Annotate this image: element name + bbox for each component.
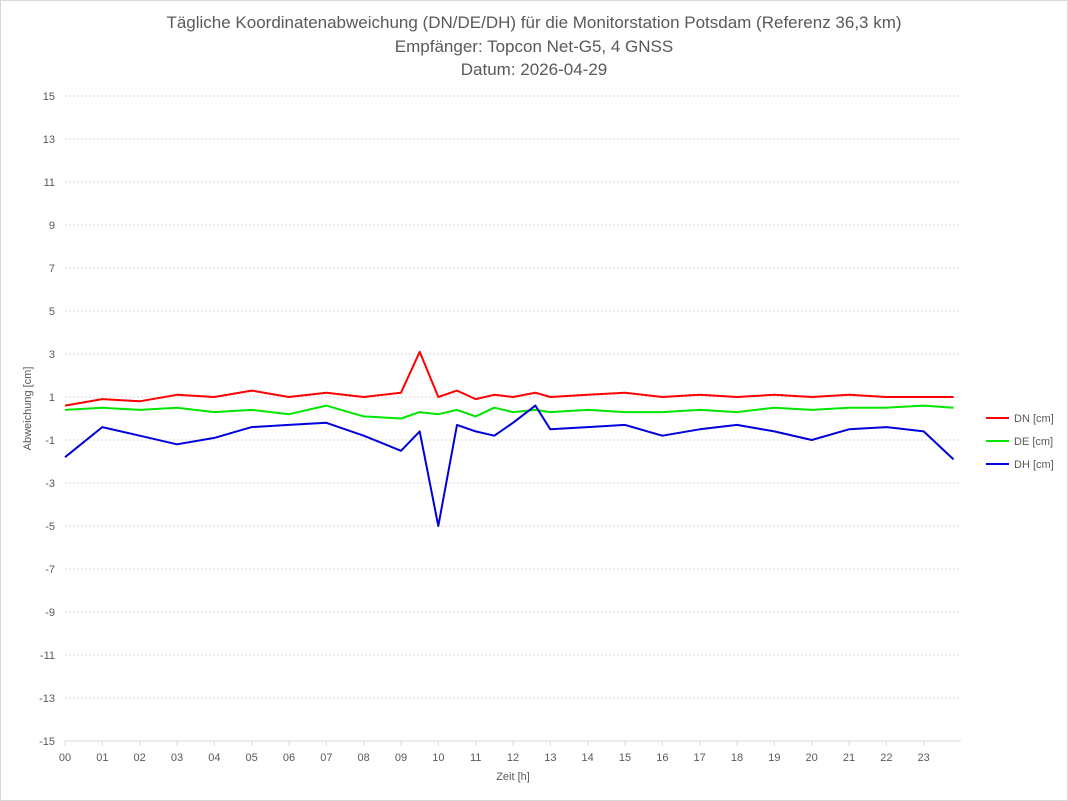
series-line-dn [64,350,954,407]
x-tick-label: 23 [918,752,930,764]
y-tick-label: 11 [44,177,55,189]
chart-subtitle: Empfänger: Topcon Net-G5, 4 GNSS [394,37,674,56]
legend-label: DE [cm] [1014,436,1053,448]
x-tick-label: 19 [768,752,780,764]
x-axis-ticks: 00 01 02 03 04 05 06 07 08 09 10 11 12 13 14 15 16 17 18 19… [59,741,930,764]
legend-label: DH [cm] [1014,459,1054,471]
series-line-dh [64,404,955,527]
y-tick-label: -9 [45,607,55,619]
y-tick-label: 3 [49,349,55,361]
x-tick-label: 21 [843,752,855,764]
x-tick-label: 12 [507,752,519,764]
y-tick-label: -3 [45,478,55,490]
x-tick-label: 06 [283,752,295,764]
x-tick-label: 11 [470,752,481,764]
x-tick-label: 08 [358,752,370,764]
y-tick-label: 5 [49,306,55,318]
x-tick-label: 14 [582,752,594,764]
x-tick-label: 18 [731,752,743,764]
gridlines [65,95,961,742]
y-tick-label: 9 [49,220,55,232]
x-tick-label: 05 [246,752,258,764]
y-axis-label: Abweichung [cm] [22,367,34,451]
x-tick-label: 13 [544,752,556,764]
legend: DN [cm] DE [cm] DH [cm] [986,413,1054,471]
x-tick-label: 20 [806,752,818,764]
y-tick-label: -5 [45,521,55,533]
y-tick-label: -7 [45,564,55,576]
y-tick-label: 1 [49,392,55,404]
x-tick-label: 07 [320,752,332,764]
y-axis-ticks: 15 13 11 9 7 5 3 1 -1 -3 -5 -7 -9 -11 -13 -15 [39,91,55,748]
chart-title: Tägliche Koordinatenabweichung (DN/DE/DH… [166,13,902,32]
series-lines [64,350,955,527]
x-tick-label: 22 [880,752,892,764]
x-tick-label: 16 [656,752,668,764]
x-tick-label: 17 [694,752,706,764]
x-tick-label: 10 [432,752,444,764]
y-tick-label: -11 [40,650,55,662]
x-axis-label: Zeit [h] [496,771,530,783]
y-tick-label: -13 [39,693,55,705]
x-tick-label: 02 [134,752,146,764]
x-tick-label: 04 [208,752,220,764]
x-tick-label: 03 [171,752,183,764]
series-line-de [64,404,954,420]
y-tick-label: -1 [45,435,55,447]
x-tick-label: 00 [59,752,71,764]
y-tick-label: 7 [49,263,55,275]
y-tick-label: 13 [43,134,55,146]
x-tick-label: 15 [619,752,631,764]
legend-label: DN [cm] [1014,413,1054,425]
y-tick-label: 15 [43,91,55,103]
x-tick-label: 01 [96,752,108,764]
x-tick-label: 09 [395,752,407,764]
chart-date: Datum: 2026-04-29 [460,60,608,79]
y-tick-label: -15 [39,736,55,748]
